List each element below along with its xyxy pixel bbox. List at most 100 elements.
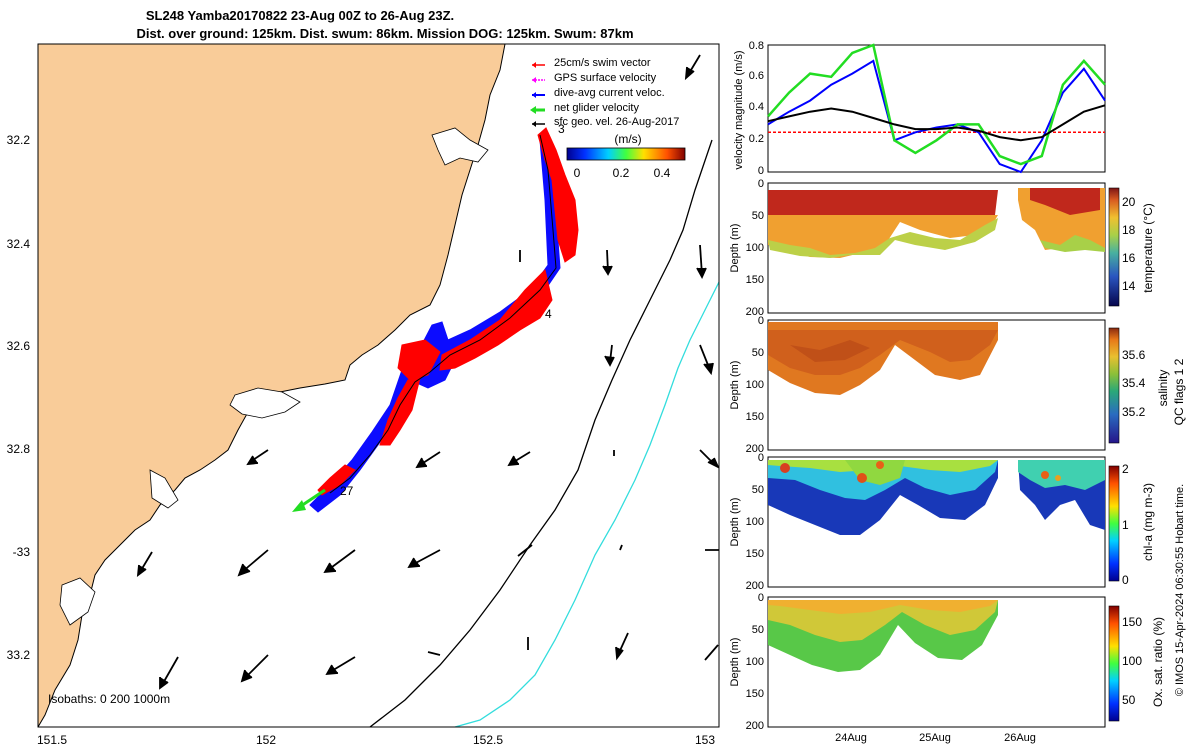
oxy-cbar-tick-3: 50 xyxy=(1122,693,1136,707)
temp-colorbar xyxy=(1108,187,1120,307)
oxy-ytick-2: 50 xyxy=(752,624,764,636)
chla-ytick-3: 100 xyxy=(746,516,764,528)
chla-ytick-2: 50 xyxy=(752,484,764,496)
salinity-panel: 0 50 100 150 200 Depth (m) 35.6 35.4 35.… xyxy=(729,315,1170,455)
sal-ytick-1: 0 xyxy=(758,315,764,327)
sal-ytick-3: 100 xyxy=(746,379,764,391)
oxy-x-axis: 24Aug 25Aug 26Aug xyxy=(835,732,1036,744)
velocity-series-mean xyxy=(767,104,1106,142)
chla-cbar-tick-1: 2 xyxy=(1122,462,1129,476)
sal-ytick-5: 200 xyxy=(746,443,764,455)
oxy-colorbar-ticks: 150 100 50 xyxy=(1122,615,1142,707)
legend-net-glider-velocity: net glider velocity xyxy=(554,102,639,114)
map-colorbar-tick-3: 0.4 xyxy=(654,166,671,180)
oxy-xtick-3: 26Aug xyxy=(1004,732,1036,744)
temp-ytick-2: 50 xyxy=(752,210,764,222)
temp-ytick-5: 200 xyxy=(746,306,764,318)
oxy-colorbar xyxy=(1108,605,1120,722)
map-xtick-2: 152 xyxy=(256,733,276,747)
vel-ytick-4: 0.6 xyxy=(749,70,764,82)
chla-y-axis: 0 50 100 150 200 xyxy=(746,452,764,592)
estuary-upper xyxy=(431,127,489,166)
chla-colorbar-ticks: 2 1 0 xyxy=(1122,462,1129,587)
legend-swim-vector: 25cm/s swim vector xyxy=(554,57,651,69)
velocity-ylabel: velocity magnitude (m/s) xyxy=(733,50,745,169)
temp-ytick-3: 100 xyxy=(746,242,764,254)
legend-dive-avg-current: dive-avg current veloc. xyxy=(554,87,665,99)
qc-flags-note: QC flags 1 2 xyxy=(1172,358,1186,425)
temp-cbar-tick-2: 18 xyxy=(1122,223,1136,237)
velocity-series-dive-avg-current xyxy=(767,59,1106,174)
figure-title-line1: SL248 Yamba20170822 23-Aug 00Z to 26-Aug… xyxy=(146,8,454,23)
map-xtick-3: 152.5 xyxy=(473,733,503,747)
map-colorbar-tick-1: 0 xyxy=(574,166,581,180)
oxy-ytick-4: 150 xyxy=(746,688,764,700)
chla-ytick-4: 150 xyxy=(746,548,764,560)
oxy-xtick-1: 24Aug xyxy=(835,732,867,744)
map-xtick-1: 151.5 xyxy=(37,733,67,747)
oxy-cbar-tick-2: 100 xyxy=(1122,654,1142,668)
vel-ytick-2: 0.2 xyxy=(749,133,764,145)
chla-cbar-tick-2: 1 xyxy=(1122,518,1129,532)
chla-colorbar xyxy=(1108,465,1120,582)
map-y-axis: 32.2 32.4 32.6 32.8 -33 33.2 xyxy=(7,133,31,662)
oxygen-panel: 0 50 100 150 200 Depth (m) 24Aug 25Aug 2… xyxy=(729,592,1165,744)
chla-panel: 0 50 100 150 200 Depth (m) 2 1 0 chl-a (… xyxy=(729,452,1155,592)
chla-ytick-5: 200 xyxy=(746,580,764,592)
legend-sfc-geo-velocity: sfc geo. vel. 26-Aug-2017 xyxy=(554,116,679,128)
imos-credit: © IMOS 15-Apr-2024 06:30:55 Hobart time. xyxy=(1174,484,1186,696)
track-day-label-2: 4 xyxy=(545,307,552,321)
swim-vectors xyxy=(317,127,579,496)
sal-cbar-tick-2: 35.4 xyxy=(1122,376,1146,390)
map-colorbar-tick-2: 0.2 xyxy=(613,166,630,180)
map-colorbar-label: (m/s) xyxy=(614,132,641,146)
map-x-axis: 151.5 152 152.5 153 xyxy=(37,733,715,747)
sal-ylabel: Depth (m) xyxy=(729,361,741,410)
velocity-series-group xyxy=(767,43,1106,174)
sal-colorbar-label: salinity xyxy=(1156,370,1170,407)
isobaths-label: Isobaths: 0 200 1000m xyxy=(48,692,170,706)
figure-title-line2: Dist. over ground: 125km. Dist. swum: 86… xyxy=(136,26,633,41)
oxy-ytick-5: 200 xyxy=(746,720,764,732)
map-colorbar: (m/s) 0 0.2 0.4 xyxy=(566,132,686,180)
temp-ylabel: Depth (m) xyxy=(729,224,741,273)
temperature-panel: 0 50 100 150 200 Depth (m) 20 18 16 14 t… xyxy=(729,178,1155,318)
temp-cbar-tick-1: 20 xyxy=(1122,195,1136,209)
vel-ytick-1: 0 xyxy=(758,165,764,177)
glider-track xyxy=(329,134,557,494)
legend-gps-velocity: GPS surface velocity xyxy=(554,72,657,84)
oxy-ylabel: Depth (m) xyxy=(729,638,741,687)
map-ytick-2: 32.4 xyxy=(7,237,31,251)
oxy-ytick-3: 100 xyxy=(746,656,764,668)
map-ytick-3: 32.6 xyxy=(7,339,31,353)
sal-cbar-tick-3: 35.2 xyxy=(1122,405,1146,419)
oxy-cbar-tick-1: 150 xyxy=(1122,615,1142,629)
salinity-y-axis: 0 50 100 150 200 xyxy=(746,315,764,455)
map-legend: 25cm/s swim vector GPS surface velocity … xyxy=(530,57,679,128)
estuary-south xyxy=(59,577,96,626)
sal-colorbar xyxy=(1108,327,1120,444)
isobath-200m xyxy=(369,139,713,727)
map-xtick-4: 153 xyxy=(695,733,715,747)
vel-ytick-3: 0.4 xyxy=(749,101,764,113)
net-glider-velocity-arrow xyxy=(292,488,326,512)
chla-ytick-1: 0 xyxy=(758,452,764,464)
sal-cbar-tick-1: 35.6 xyxy=(1122,348,1146,362)
map-panel: 3 4 27 151.5 152 152.5 153 32.2 32.4 32.… xyxy=(7,43,720,747)
track-day-label-1: 3 xyxy=(558,122,565,136)
sal-colorbar-ticks: 35.6 35.4 35.2 xyxy=(1122,348,1146,419)
velocity-y-axis: 0 0.2 0.4 0.6 0.8 xyxy=(749,40,764,177)
temp-colorbar-ticks: 20 18 16 14 xyxy=(1122,195,1136,293)
temp-ytick-1: 0 xyxy=(758,178,764,190)
oxy-ytick-1: 0 xyxy=(758,592,764,604)
map-ytick-5: -33 xyxy=(13,545,31,559)
chla-ylabel: Depth (m) xyxy=(729,498,741,547)
track-day-label-3: 27 xyxy=(340,484,354,498)
sal-ytick-4: 150 xyxy=(746,411,764,423)
chla-cbar-tick-3: 0 xyxy=(1122,573,1129,587)
oxy-xtick-2: 25Aug xyxy=(919,732,951,744)
temperature-y-axis: 0 50 100 150 200 xyxy=(746,178,764,318)
estuary-lake xyxy=(149,469,179,509)
map-ytick-1: 32.2 xyxy=(7,133,31,147)
